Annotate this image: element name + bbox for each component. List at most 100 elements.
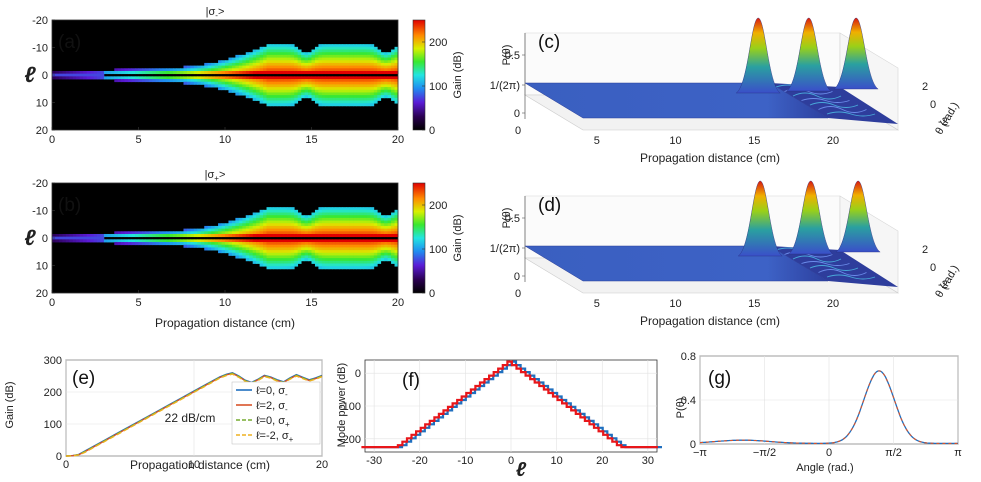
heatmap-cell <box>304 223 309 227</box>
heatmap-cell <box>186 79 191 83</box>
heatmap-cell <box>377 57 382 61</box>
heatmap-cell <box>384 79 389 83</box>
heatmap-cell <box>353 68 357 72</box>
heatmap-cell <box>283 44 288 48</box>
heatmap-cell <box>273 54 278 58</box>
heatmap-cell <box>193 79 198 83</box>
heatmap-cell <box>321 95 326 99</box>
heatmap-cell <box>86 239 91 243</box>
heatmap-cell <box>200 81 205 85</box>
heatmap-cell <box>346 97 350 101</box>
heatmap-cell <box>252 239 257 243</box>
heatmap-cell <box>276 223 281 227</box>
heatmap-cell <box>318 89 323 93</box>
heatmap-cell <box>387 233 392 238</box>
heatmap-cell <box>363 231 368 235</box>
heatmap-cell <box>380 70 385 75</box>
heatmap-cell <box>263 54 267 58</box>
heatmap-cell <box>245 89 250 93</box>
heatmap-cell <box>263 87 267 91</box>
heatmap-cell <box>62 70 67 75</box>
heatmap-cell <box>242 70 247 75</box>
heatmap-cell <box>308 255 312 259</box>
heatmap-cell <box>121 68 126 72</box>
heatmap-cell <box>318 263 323 267</box>
heatmap-cell <box>297 244 302 248</box>
heatmap-cell <box>328 84 333 88</box>
heatmap-cell <box>342 207 347 211</box>
heatmap-cell <box>301 252 305 256</box>
heatmap-cell <box>359 260 364 264</box>
heatmap-cell <box>304 231 309 235</box>
heatmap-cell <box>128 242 132 246</box>
heatmap-cell <box>155 79 160 83</box>
heatmap-cell <box>363 223 368 227</box>
heatmap-cell <box>321 44 326 48</box>
heatmap-cell <box>384 244 389 248</box>
heatmap-cell <box>186 239 191 243</box>
heatmap-cell <box>276 52 281 56</box>
heatmap-cell <box>321 52 326 56</box>
ripple-line <box>809 265 859 271</box>
heatmap-cell <box>370 65 375 69</box>
heatmap-cell <box>308 215 312 219</box>
heatmap-cell <box>346 231 350 235</box>
heatmap-cell <box>228 81 233 85</box>
heatmap-cell <box>353 239 357 243</box>
heatmap-cell <box>394 239 399 243</box>
heatmap-cell <box>318 266 323 270</box>
heatmap-cell <box>228 223 233 227</box>
heatmap-cell <box>69 76 74 80</box>
heatmap-cell <box>259 255 264 259</box>
heatmap-cell <box>301 60 305 64</box>
heatmap-cell <box>280 52 285 56</box>
heatmap-cell <box>231 65 236 69</box>
heatmap-cell <box>273 87 278 91</box>
heatmap-cell <box>294 84 299 88</box>
heatmap-cell <box>332 255 337 259</box>
heatmap-cell <box>391 228 395 232</box>
heatmap-cell <box>297 247 302 251</box>
heatmap-cell <box>190 242 195 246</box>
heatmap-cell <box>359 84 364 88</box>
heatmap-cell <box>173 242 177 246</box>
heatmap-cell <box>308 252 312 256</box>
heatmap-cell <box>273 79 278 83</box>
heatmap-cell <box>384 258 389 262</box>
heatmap-cell <box>373 46 378 50</box>
heatmap-cell <box>335 225 340 230</box>
x-tick-label: −π <box>693 447 707 459</box>
heatmap-cell <box>297 54 302 58</box>
heatmap-cell <box>377 255 382 259</box>
heatmap-cell <box>328 68 333 72</box>
heatmap-cell <box>356 247 361 251</box>
heatmap-cell <box>186 65 191 69</box>
heatmap-cell <box>391 260 395 264</box>
heatmap-cell <box>318 60 323 64</box>
heatmap-cell <box>273 103 278 107</box>
heatmap-cell <box>221 233 226 238</box>
heatmap-cell <box>308 228 312 232</box>
heatmap-cell <box>339 54 344 58</box>
heatmap-cell <box>269 87 274 91</box>
heatmap-cell <box>394 79 399 83</box>
heatmap-cell <box>266 242 271 246</box>
x-tick-label: 0 <box>63 459 69 471</box>
heatmap-cell <box>304 68 309 72</box>
heatmap-cell <box>186 228 191 232</box>
heatmap-cell <box>308 57 312 61</box>
heatmap-cell <box>349 87 354 91</box>
heatmap-cell <box>304 255 309 259</box>
heatmap-cell <box>356 44 361 48</box>
heatmap-cell <box>391 220 395 224</box>
heatmap-cell <box>377 92 382 96</box>
heatmap-cell <box>276 260 281 264</box>
panel-a-title: |σ-> <box>206 6 225 20</box>
heatmap-cell <box>308 244 312 248</box>
heatmap-cell <box>238 68 243 72</box>
heatmap-cell <box>280 242 285 246</box>
heatmap-cell <box>252 223 257 227</box>
heatmap-cell <box>290 220 295 224</box>
heatmap-cell <box>391 97 395 101</box>
heatmap-cell <box>263 247 267 251</box>
